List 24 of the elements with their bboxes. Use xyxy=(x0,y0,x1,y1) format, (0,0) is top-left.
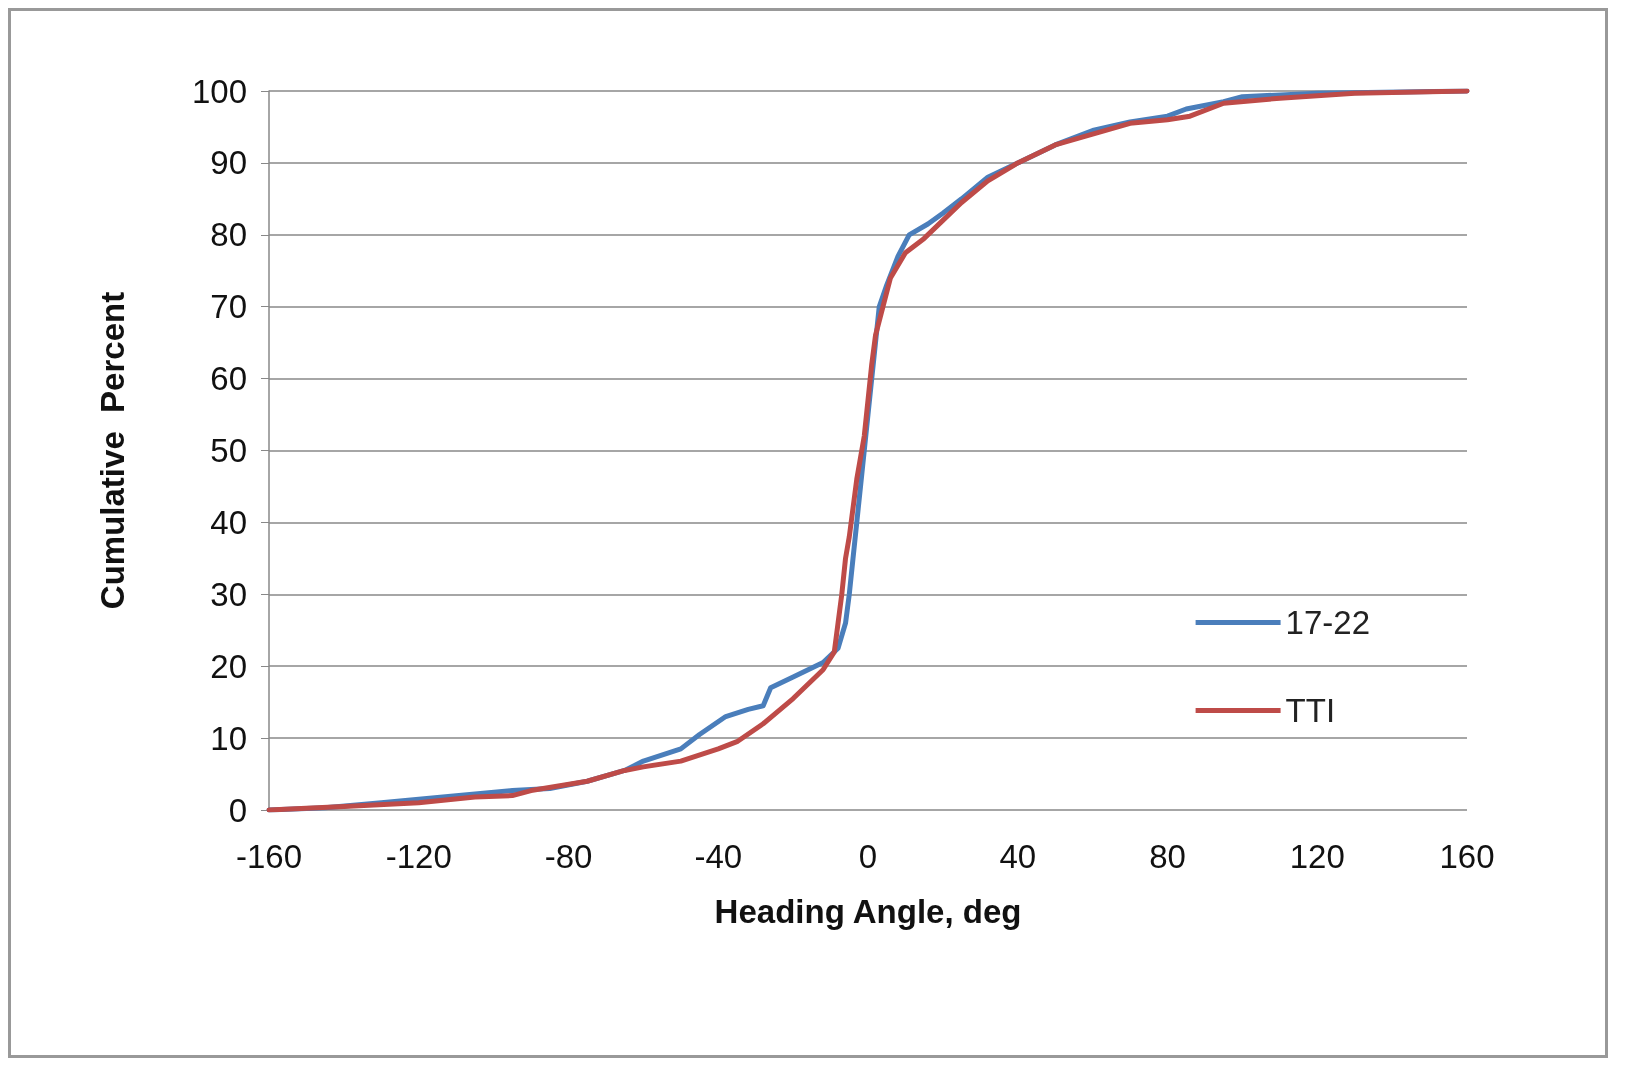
x-axis-title: Heading Angle, deg xyxy=(714,893,1022,930)
y-tick-label: 0 xyxy=(228,791,247,829)
y-tick-label: 40 xyxy=(210,503,247,541)
y-tick-label: 20 xyxy=(210,647,247,685)
y-tick-label: 100 xyxy=(191,72,247,110)
x-tick-label: 40 xyxy=(999,838,1037,875)
y-tick-label: 80 xyxy=(210,216,247,254)
y-tick-label: 70 xyxy=(210,288,247,326)
y-tick-label: 30 xyxy=(210,575,247,613)
y-tick-label: 60 xyxy=(210,360,247,398)
y-tick-label: 50 xyxy=(210,432,247,469)
x-tick-label: 80 xyxy=(1149,838,1186,875)
legend-label: 17-22 xyxy=(1285,604,1370,641)
x-tick-label: 120 xyxy=(1289,838,1345,875)
x-tick-label: -40 xyxy=(694,838,743,875)
y-axis-title: Cumulative Percent xyxy=(94,291,131,610)
legend-label: TTI xyxy=(1285,692,1336,729)
x-tick-label: -120 xyxy=(385,838,452,875)
x-tick-label: -160 xyxy=(235,838,303,875)
y-tick-label: 90 xyxy=(210,144,247,182)
x-tick-label: -80 xyxy=(544,838,593,875)
x-tick-label: 0 xyxy=(858,838,878,875)
y-tick-label: 10 xyxy=(210,719,247,757)
x-tick-label: 160 xyxy=(1439,838,1495,875)
